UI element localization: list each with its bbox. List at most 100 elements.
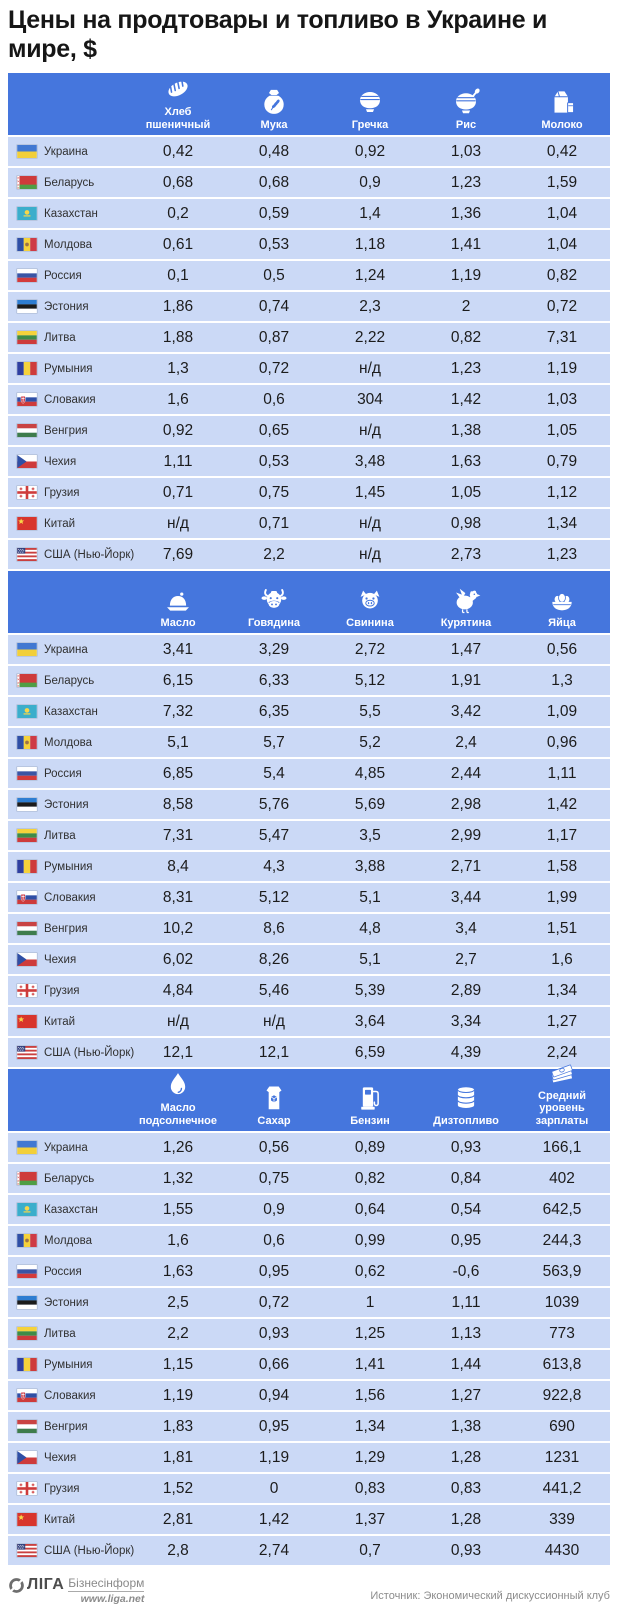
price-cell: 0,98 (450, 514, 482, 532)
flag-md-icon (17, 736, 37, 749)
price-cell: 339 (549, 1510, 575, 1528)
price-cell: 0,5 (263, 266, 285, 284)
table-row: Казахстан 7,32 6,35 5,5 3,42 1,09 (8, 697, 610, 726)
price-cell: 0,89 (354, 1138, 386, 1156)
country-label: Китай (44, 517, 76, 530)
price-cell: 5,7 (263, 733, 285, 751)
country-column-spacer (8, 1069, 130, 1131)
table-row: Румыния 1,15 0,66 1,41 1,44 613,8 (8, 1350, 610, 1379)
salary-icon (547, 1058, 577, 1088)
flag-ro-icon (17, 860, 37, 873)
price-cell: 2,71 (450, 857, 482, 875)
column-header: Средний уровень зарплаты (514, 1064, 610, 1131)
table-row: Казахстан 0,2 0,59 1,4 1,36 1,04 (8, 199, 610, 228)
price-cell: 3,44 (450, 888, 482, 906)
price-cell: 8,6 (263, 919, 285, 937)
country-label: Чехия (44, 455, 77, 468)
flag-ua-icon (17, 643, 37, 656)
price-cell: 0,65 (258, 421, 290, 439)
column-header: Курятина (418, 571, 514, 633)
country-label: Китай (44, 1015, 76, 1028)
price-table-section-3: Масло подсолнечное Сахар Бензин Дизтопливо С… (8, 1064, 610, 1565)
table-row: Беларусь 0,68 0,68 0,9 1,23 1,59 (8, 168, 610, 197)
flag-hu-icon (17, 922, 37, 935)
country-cell: Словакия (8, 1389, 130, 1402)
flag-by-icon (17, 176, 37, 189)
country-cell: Беларусь (8, 674, 130, 687)
price-cell: 2,7 (455, 950, 477, 968)
price-cell: 1,45 (354, 483, 386, 501)
flour-sack-icon (259, 87, 289, 117)
country-cell: Молдова (8, 1234, 130, 1247)
price-cell: 690 (549, 1417, 575, 1435)
price-cell: 1,51 (546, 919, 578, 937)
country-cell: Россия (8, 269, 130, 282)
column-header-label: Мука (260, 118, 288, 131)
column-header-label: Гречка (351, 118, 389, 131)
country-label: Китай (44, 1513, 76, 1526)
price-cell: 1,05 (450, 483, 482, 501)
column-header: Мука (226, 73, 322, 135)
country-label: Грузия (44, 984, 80, 997)
country-label: Молдова (44, 238, 93, 251)
price-cell: 0,53 (258, 452, 290, 470)
country-label: Грузия (44, 486, 80, 499)
price-cell: 0,61 (162, 235, 194, 253)
price-cell: 1,88 (162, 328, 194, 346)
country-label: Эстония (44, 300, 89, 313)
price-cell: 0,6 (263, 390, 285, 408)
flag-lt-icon (17, 829, 37, 842)
country-label: Молдова (44, 1234, 93, 1247)
liga-logo-subtitle: Бізнесінформ (68, 1576, 145, 1592)
flag-ru-icon (17, 767, 37, 780)
page-title: Цены на продтовары и топливо в Украине и… (8, 6, 548, 63)
price-cell: 2,8 (167, 1541, 189, 1559)
flag-sk-icon (17, 891, 37, 904)
table-row: Китай н/д н/д 3,64 3,34 1,27 (8, 1007, 610, 1036)
price-cell: 304 (357, 390, 383, 408)
flag-us-icon (17, 1046, 37, 1059)
column-header-label: Курятина (440, 616, 492, 629)
price-cell: 5,76 (258, 795, 290, 813)
price-cell: 1,11 (547, 764, 577, 782)
table-header: Масло Говядина Свинина Курятина Яйца (8, 571, 610, 633)
table-row: Молдова 0,61 0,53 1,18 1,41 1,04 (8, 230, 610, 259)
price-cell: 0,6 (263, 1231, 285, 1249)
country-cell: Румыния (8, 860, 130, 873)
price-cell: 922,8 (542, 1386, 582, 1404)
country-label: Эстония (44, 1296, 89, 1309)
table-row: Чехия 6,02 8,26 5,1 2,7 1,6 (8, 945, 610, 974)
flag-md-icon (17, 1234, 37, 1247)
price-cell: 2,99 (450, 826, 482, 844)
price-cell: 1,47 (450, 640, 482, 658)
table-row: Грузия 4,84 5,46 5,39 2,89 1,34 (8, 976, 610, 1005)
price-cell: 0,9 (359, 173, 381, 191)
country-cell: США (Нью-Йорк) (8, 548, 134, 561)
price-cell: н/д (167, 514, 189, 532)
country-cell: Молдова (8, 736, 130, 749)
table-row: Россия 0,1 0,5 1,24 1,19 0,82 (8, 261, 610, 290)
price-cell: 0,83 (354, 1479, 386, 1497)
price-cell: 1,03 (546, 390, 578, 408)
price-cell: 2,24 (546, 1043, 578, 1061)
country-label: Румыния (44, 362, 93, 375)
country-label: Чехия (44, 953, 77, 966)
column-header-label: Молоко (541, 118, 583, 131)
flag-cz-icon (17, 953, 37, 966)
price-cell: 0,99 (354, 1231, 386, 1249)
flag-cz-icon (17, 1451, 37, 1464)
price-cell: 0,54 (450, 1200, 482, 1218)
country-label: Словакия (44, 393, 96, 406)
table-row: Казахстан 1,55 0,9 0,64 0,54 642,5 (8, 1195, 610, 1224)
source-text: Источник: Экономический дискуссионный кл… (370, 1590, 610, 1602)
price-cell: 2 (461, 297, 471, 315)
price-cell: 642,5 (542, 1200, 582, 1218)
price-cell: 1,04 (546, 235, 578, 253)
price-cell: 4,85 (354, 764, 386, 782)
price-cell: 4,3 (263, 857, 285, 875)
price-cell: 773 (549, 1324, 575, 1342)
price-cell: 1,83 (162, 1417, 194, 1435)
price-cell: 1,13 (450, 1324, 482, 1342)
price-cell: 0,74 (258, 297, 290, 315)
column-header: Гречка (322, 73, 418, 135)
